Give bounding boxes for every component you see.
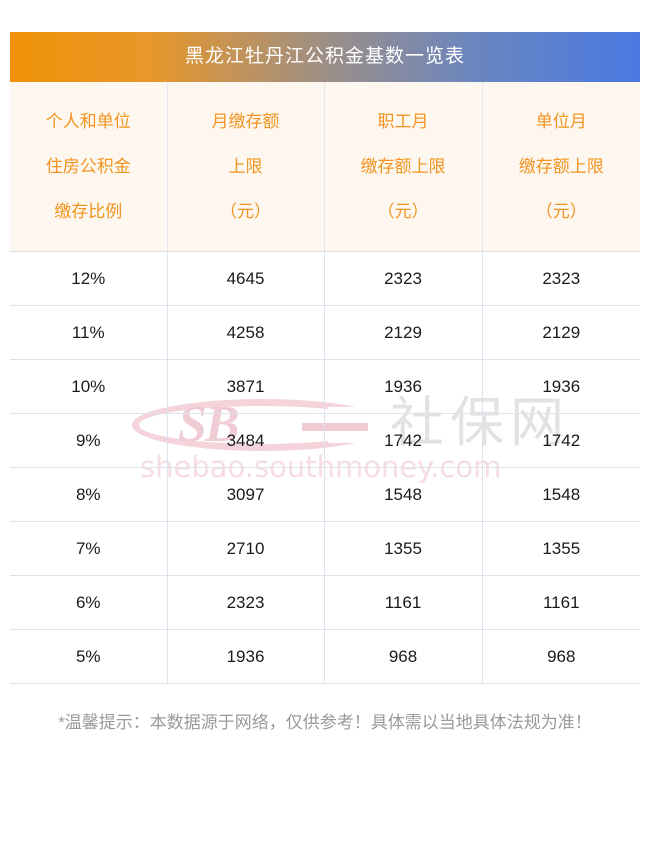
column-header-line: 住房公积金 bbox=[45, 157, 131, 176]
cell-monthly-total-cap: 2323 bbox=[167, 575, 325, 630]
column-header-line: （元） bbox=[535, 202, 587, 221]
column-header-line: （元） bbox=[377, 202, 429, 221]
cell-employee-cap: 1548 bbox=[324, 467, 483, 522]
cell-monthly-total-cap: 3871 bbox=[167, 359, 325, 414]
table-row: 12% 4645 2323 2323 bbox=[10, 251, 640, 306]
column-header-employee-cap: 职工月 缴存额上限 （元） bbox=[324, 82, 483, 252]
table-body: 12% 4645 2323 2323 11% 4258 2129 2129 10… bbox=[10, 251, 640, 684]
cell-ratio: 9% bbox=[10, 413, 168, 468]
cell-employer-cap: 1355 bbox=[482, 521, 640, 576]
table-row: 9% 3484 1742 1742 bbox=[10, 413, 640, 468]
cell-ratio: 7% bbox=[10, 521, 168, 576]
table-row: 11% 4258 2129 2129 bbox=[10, 305, 640, 360]
column-header-line: 缴存比例 bbox=[54, 202, 123, 221]
cell-employee-cap: 2323 bbox=[324, 251, 483, 306]
column-header-line: （元） bbox=[220, 202, 271, 221]
table-row: 7% 2710 1355 1355 bbox=[10, 521, 640, 576]
column-header-line: 上限 bbox=[228, 157, 263, 176]
cell-employer-cap: 968 bbox=[482, 629, 640, 684]
column-header-line: 职工月 bbox=[377, 112, 429, 131]
fund-base-table: 个人和单位 住房公积金 缴存比例 月缴存额 上限 （元） 职工月 缴存额上限 （… bbox=[10, 82, 640, 684]
cell-employee-cap: 1355 bbox=[324, 521, 483, 576]
cell-ratio: 6% bbox=[10, 575, 168, 630]
cell-ratio: 5% bbox=[10, 629, 168, 684]
column-header-line: 缴存额上限 bbox=[518, 157, 604, 176]
cell-monthly-total-cap: 1936 bbox=[167, 629, 325, 684]
cell-ratio: 11% bbox=[10, 305, 168, 360]
cell-employer-cap: 2323 bbox=[482, 251, 640, 306]
cell-employee-cap: 2129 bbox=[324, 305, 483, 360]
cell-employee-cap: 1161 bbox=[324, 575, 483, 630]
table-header: 个人和单位 住房公积金 缴存比例 月缴存额 上限 （元） 职工月 缴存额上限 （… bbox=[10, 82, 640, 252]
cell-monthly-total-cap: 4645 bbox=[167, 251, 325, 306]
column-header-line: 缴存额上限 bbox=[360, 157, 446, 176]
cell-employee-cap: 1936 bbox=[324, 359, 483, 414]
cell-employee-cap: 968 bbox=[324, 629, 483, 684]
cell-monthly-total-cap: 2710 bbox=[167, 521, 325, 576]
table-header-row: 个人和单位 住房公积金 缴存比例 月缴存额 上限 （元） 职工月 缴存额上限 （… bbox=[10, 82, 640, 252]
table-row: 6% 2323 1161 1161 bbox=[10, 575, 640, 630]
cell-employer-cap: 1548 bbox=[482, 467, 640, 522]
cell-monthly-total-cap: 3484 bbox=[167, 413, 325, 468]
table-row: 10% 3871 1936 1936 bbox=[10, 359, 640, 414]
table-row: 8% 3097 1548 1548 bbox=[10, 467, 640, 522]
table-container: 个人和单位 住房公积金 缴存比例 月缴存额 上限 （元） 职工月 缴存额上限 （… bbox=[10, 82, 640, 684]
cell-monthly-total-cap: 4258 bbox=[167, 305, 325, 360]
column-header-line: 个人和单位 bbox=[45, 112, 131, 131]
cell-ratio: 10% bbox=[10, 359, 168, 414]
footer-disclaimer: *温馨提示：本数据源于网络，仅供参考！具体需以当地具体法规为准！ bbox=[58, 713, 592, 732]
cell-employer-cap: 1742 bbox=[482, 413, 640, 468]
cell-ratio: 12% bbox=[10, 251, 168, 306]
column-header-line: 月缴存额 bbox=[211, 112, 280, 131]
cell-employer-cap: 1161 bbox=[482, 575, 640, 630]
page-title: 黑龙江牡丹江公积金基数一览表 bbox=[10, 32, 640, 82]
cell-employer-cap: 2129 bbox=[482, 305, 640, 360]
table-row: 5% 1936 968 968 bbox=[10, 629, 640, 684]
cell-employee-cap: 1742 bbox=[324, 413, 483, 468]
cell-employer-cap: 1936 bbox=[482, 359, 640, 414]
column-header-monthly-total-cap: 月缴存额 上限 （元） bbox=[167, 82, 325, 252]
column-header-ratio: 个人和单位 住房公积金 缴存比例 bbox=[10, 82, 168, 252]
column-header-line: 单位月 bbox=[535, 112, 587, 131]
cell-ratio: 8% bbox=[10, 467, 168, 522]
column-header-employer-cap: 单位月 缴存额上限 （元） bbox=[482, 82, 640, 252]
cell-monthly-total-cap: 3097 bbox=[167, 467, 325, 522]
